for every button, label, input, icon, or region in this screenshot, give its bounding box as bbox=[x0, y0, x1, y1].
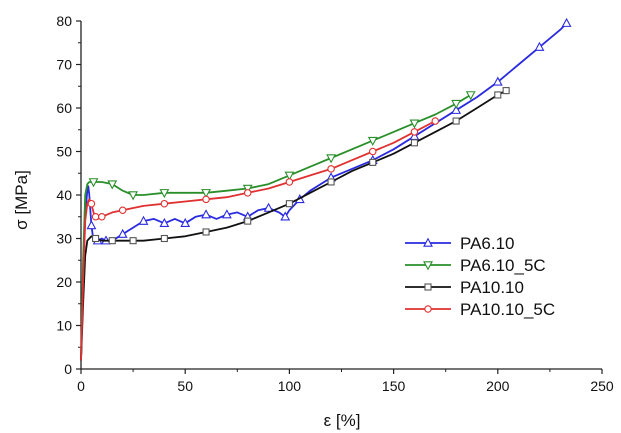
data-point bbox=[367, 136, 378, 146]
legend-marker bbox=[423, 261, 433, 271]
data-point bbox=[242, 184, 253, 194]
series-layer bbox=[80, 17, 572, 361]
data-point bbox=[201, 209, 211, 219]
data-point bbox=[108, 237, 116, 245]
data-point bbox=[451, 99, 462, 110]
x-tick-label: 50 bbox=[177, 378, 193, 394]
data-point bbox=[202, 228, 210, 236]
legend-label: PA6.10 bbox=[460, 234, 515, 253]
y-tick-label: 40 bbox=[56, 187, 72, 203]
legend-item-pa10-10: PA10.10 bbox=[405, 278, 524, 297]
data-point bbox=[561, 17, 572, 27]
data-point bbox=[327, 178, 335, 186]
x-tick-label: 0 bbox=[77, 378, 85, 394]
legend-marker bbox=[424, 283, 432, 291]
y-tick-label: 10 bbox=[56, 318, 72, 334]
data-point bbox=[244, 217, 252, 225]
series-pa6-10-5c bbox=[80, 91, 476, 361]
data-point bbox=[159, 217, 170, 228]
data-point bbox=[534, 41, 545, 51]
data-point bbox=[280, 211, 291, 221]
data-point bbox=[410, 128, 419, 136]
data-point bbox=[128, 191, 139, 201]
data-point bbox=[451, 104, 462, 114]
axes: 0 10 20 30 40 50 60 70 80 0 50 100 150 200 250 bbox=[56, 13, 613, 394]
data-point bbox=[88, 178, 99, 188]
data-point bbox=[221, 209, 232, 219]
data-point bbox=[369, 158, 377, 166]
data-point bbox=[452, 117, 460, 125]
data-point bbox=[138, 215, 149, 225]
data-point bbox=[326, 154, 337, 164]
data-point bbox=[98, 213, 106, 221]
y-tick-label: 50 bbox=[56, 144, 72, 160]
data-point bbox=[91, 213, 100, 221]
legend-item-pa6-10: PA6.10 bbox=[405, 234, 515, 253]
legend-label: PA10.10 bbox=[460, 278, 524, 297]
data-point bbox=[494, 91, 502, 99]
data-point bbox=[129, 237, 137, 245]
data-point bbox=[117, 228, 128, 238]
data-point bbox=[409, 119, 420, 129]
x-tick-label: 150 bbox=[382, 378, 406, 394]
data-point bbox=[180, 217, 191, 228]
data-point bbox=[243, 189, 252, 197]
data-point bbox=[492, 76, 503, 86]
data-point bbox=[431, 117, 440, 125]
y-tick-label: 30 bbox=[56, 231, 72, 247]
series-pa10-10 bbox=[80, 87, 510, 361]
y-tick-label: 20 bbox=[56, 274, 72, 290]
y-tick-label: 0 bbox=[64, 361, 72, 377]
data-point bbox=[201, 189, 211, 199]
x-tick-label: 250 bbox=[590, 378, 614, 394]
legend-label: PA6.10_5C bbox=[460, 256, 546, 275]
y-tick-label: 80 bbox=[56, 13, 72, 29]
data-point bbox=[160, 199, 169, 208]
legend-label: PA10.10_5C bbox=[460, 300, 555, 319]
data-point bbox=[502, 87, 510, 95]
y-axis-title: σ [MPa] bbox=[12, 170, 31, 230]
legend-item-pa6-10-5c: PA6.10_5C bbox=[405, 256, 546, 275]
data-point bbox=[87, 199, 96, 208]
data-point bbox=[285, 200, 293, 208]
data-point bbox=[107, 180, 118, 190]
x-tick-label: 200 bbox=[486, 378, 510, 394]
series-pa10-10-5c bbox=[80, 117, 440, 361]
data-point bbox=[410, 139, 418, 147]
x-axis-title: ε [%] bbox=[324, 411, 361, 430]
y-tick-label: 60 bbox=[56, 100, 72, 116]
legend: PA6.10 PA6.10_5C PA10.10 PA10.10_5C bbox=[405, 234, 555, 319]
legend-marker bbox=[423, 237, 433, 247]
data-point bbox=[465, 91, 476, 101]
data-point bbox=[327, 165, 335, 173]
data-point bbox=[284, 171, 295, 181]
x-tick-label: 100 bbox=[278, 378, 302, 394]
data-point bbox=[263, 202, 274, 212]
data-point bbox=[369, 147, 377, 156]
series-line-pa10-10 bbox=[80, 89, 507, 361]
data-point bbox=[202, 195, 210, 204]
data-point bbox=[86, 220, 97, 230]
y-tick-label: 70 bbox=[56, 57, 72, 73]
data-point bbox=[92, 234, 100, 243]
data-point bbox=[285, 178, 294, 186]
legend-marker bbox=[424, 305, 432, 313]
data-point bbox=[118, 206, 127, 214]
legend-item-pa10-10-5c: PA10.10_5C bbox=[405, 300, 555, 319]
data-point bbox=[160, 234, 168, 243]
data-point bbox=[159, 189, 170, 199]
